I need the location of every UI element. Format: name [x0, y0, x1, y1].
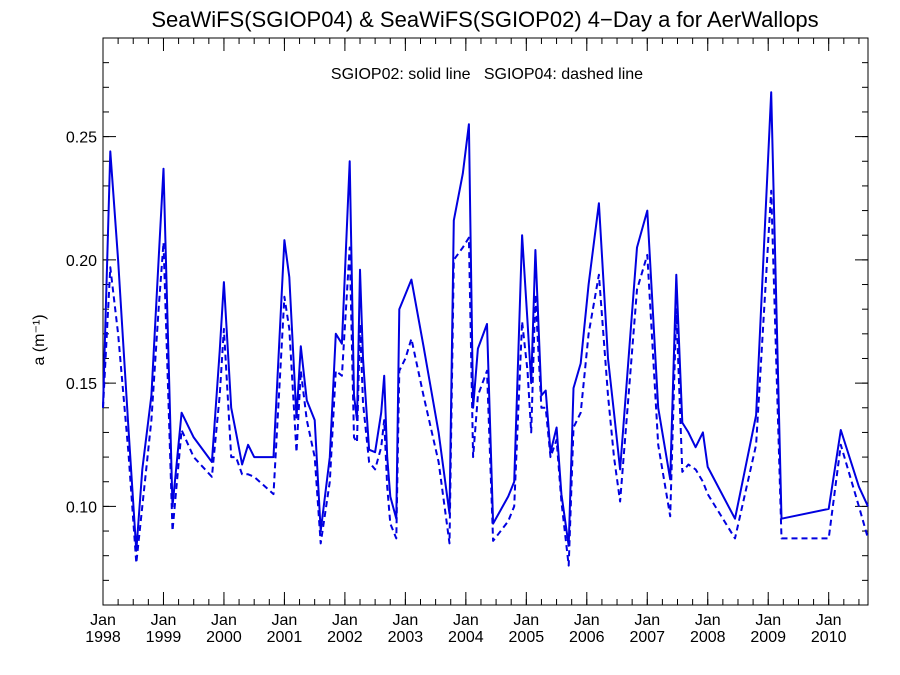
x-tick-year: 1998 — [85, 629, 121, 646]
x-tick-month: Jan — [755, 612, 781, 629]
y-tick-labels: 0.10 0.15 0.20 0.25 — [66, 130, 97, 517]
x-tick-year: 2004 — [448, 629, 484, 646]
x-tick-month: Jan — [453, 612, 479, 629]
series-group — [102, 91, 869, 567]
x-tick-year: 2006 — [569, 629, 605, 646]
x-tick-month: Jan — [332, 612, 358, 629]
series-line-sgiop04 — [102, 189, 869, 567]
x-tick-year: 1999 — [146, 629, 182, 646]
y-tick-label: 0.20 — [66, 253, 97, 270]
major-ticks — [102, 38, 868, 605]
y-tick-label: 0.25 — [66, 130, 97, 147]
x-tick-year: 2002 — [327, 629, 363, 646]
minor-ticks — [102, 37, 868, 606]
x-tick-month: Jan — [634, 612, 660, 629]
x-tick-month: Jan — [574, 612, 600, 629]
chart-title: SeaWiFS(SGIOP04) & SeaWiFS(SGIOP02) 4−Da… — [151, 7, 818, 32]
x-tick-month: Jan — [211, 612, 237, 629]
legend-annotation: SGIOP02: solid line SGIOP04: dashed line — [331, 66, 643, 83]
x-tick-month: Jan — [272, 612, 298, 629]
series-line-sgiop02 — [102, 91, 869, 552]
y-axis-label: a (m⁻¹) — [31, 314, 48, 365]
y-tick-label: 0.10 — [66, 499, 97, 516]
x-tick-labels: Jan1998Jan1999Jan2000Jan2001Jan2002Jan20… — [85, 612, 846, 646]
x-tick-year: 2005 — [509, 629, 545, 646]
x-tick-year: 2008 — [690, 629, 726, 646]
plot-frame — [102, 37, 869, 606]
x-tick-month: Jan — [392, 612, 418, 629]
x-tick-month: Jan — [90, 612, 116, 629]
x-tick-year: 2001 — [267, 629, 303, 646]
x-tick-year: 2009 — [750, 629, 786, 646]
x-tick-month: Jan — [816, 612, 842, 629]
x-tick-month: Jan — [695, 612, 721, 629]
x-tick-year: 2003 — [388, 629, 424, 646]
x-tick-year: 2000 — [206, 629, 242, 646]
x-tick-year: 2010 — [811, 629, 847, 646]
x-tick-year: 2007 — [629, 629, 665, 646]
y-tick-label: 0.15 — [66, 376, 97, 393]
x-tick-month: Jan — [513, 612, 539, 629]
x-tick-month: Jan — [151, 612, 177, 629]
